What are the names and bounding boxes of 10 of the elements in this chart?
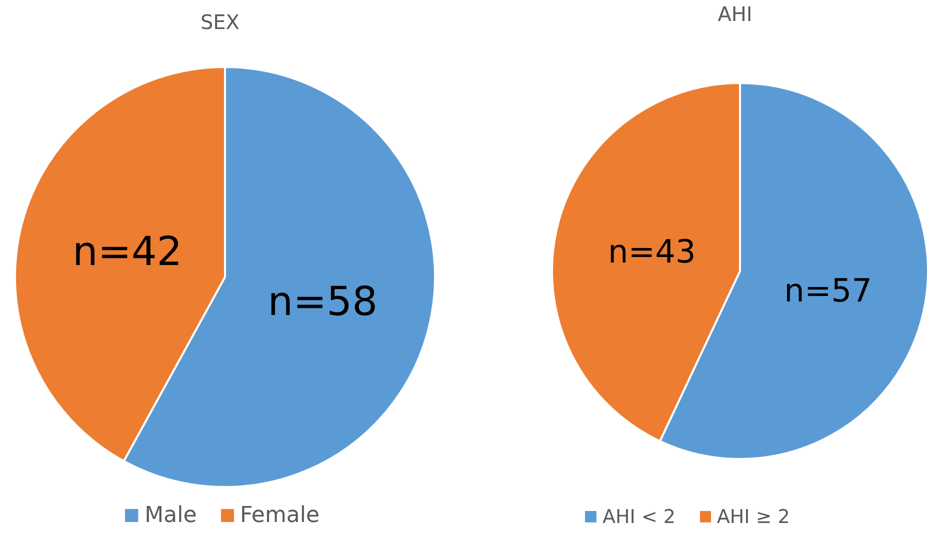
legend-label: AHI ≥ 2 — [716, 506, 790, 528]
data-label: n=42 — [72, 228, 182, 275]
chart-title: AHI — [716, 2, 754, 26]
legend-label: Male — [144, 503, 197, 528]
legend-label: AHI < 2 — [602, 506, 676, 528]
data-label: n=43 — [608, 232, 696, 270]
data-label: n=58 — [268, 279, 378, 326]
data-label: n=57 — [784, 272, 872, 310]
chart-title: SEX — [199, 10, 241, 34]
legend-label: Female — [240, 503, 320, 528]
